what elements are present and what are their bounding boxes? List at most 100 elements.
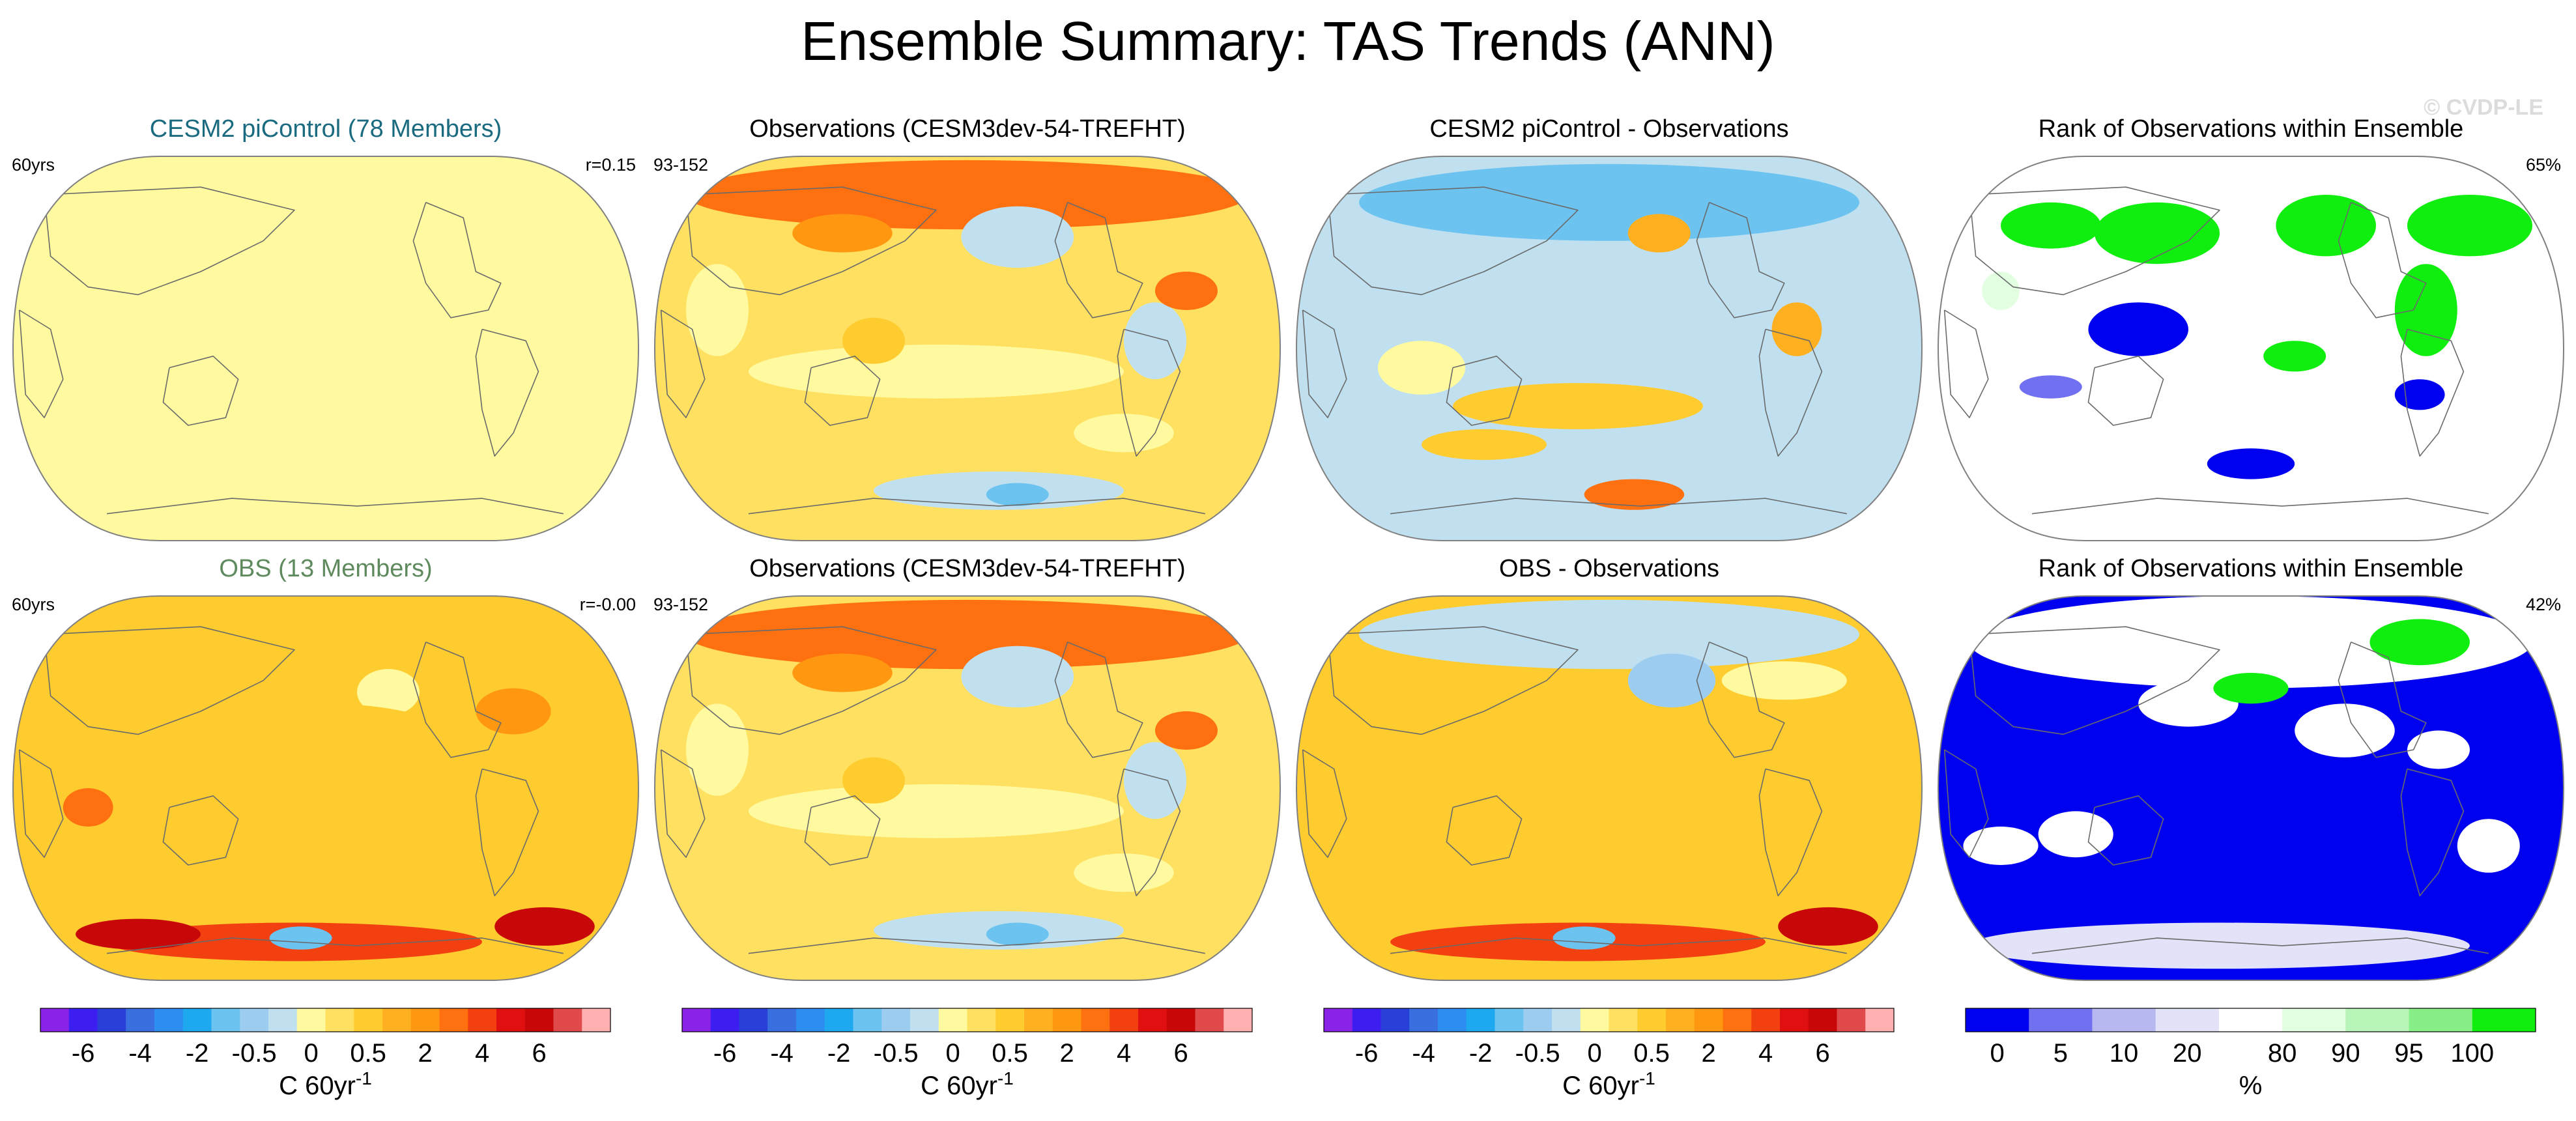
map-anomaly-region	[1627, 214, 1691, 253]
map-anomaly-region	[986, 483, 1049, 506]
map-border	[12, 595, 640, 981]
panel-period-label: 60yrs	[12, 595, 55, 614]
map-anomaly-region	[1124, 302, 1186, 380]
colorbar-tick-label: -6	[72, 1039, 95, 1068]
map-anomaly-region	[2407, 730, 2470, 769]
colorbar-tick-label: 2	[1060, 1039, 1074, 1068]
coastline	[1758, 768, 1823, 896]
colorbar-swatch	[2409, 1008, 2473, 1032]
map-anomaly-region	[2138, 680, 2239, 727]
coastline	[685, 186, 937, 296]
map-anomaly-region	[842, 317, 905, 364]
map-field	[13, 156, 638, 541]
map-anomaly-region	[2394, 379, 2445, 410]
panel-stat-label: 65%	[2526, 155, 2561, 175]
map-field	[1296, 156, 1922, 541]
map-anomaly-region	[1359, 163, 1859, 241]
colorbar-units: C 60yr-1	[1562, 1068, 1655, 1101]
coastline	[106, 498, 564, 515]
coastline	[1302, 749, 1347, 858]
map-anomaly-region	[961, 206, 1074, 268]
map-field	[1938, 156, 2564, 541]
map-anomaly-region	[357, 669, 420, 715]
map-anomaly-region	[1778, 907, 1878, 946]
map-anomaly-region	[1334, 248, 1409, 295]
map-anomaly-region	[1963, 827, 2039, 865]
colorbar-swatch	[1580, 1008, 1609, 1032]
colorbar-tick-label: -2	[827, 1039, 851, 1068]
map-field	[1296, 596, 1922, 980]
colorbar-tick-label: 2	[418, 1039, 433, 1068]
map-anomaly-region	[1721, 661, 1847, 700]
map-anomaly-region	[1155, 272, 1218, 310]
colorbar-swatch	[496, 1008, 526, 1032]
colorbar-swatch	[1024, 1008, 1053, 1032]
coastline	[1327, 186, 1579, 296]
map-anomaly-region	[269, 926, 332, 950]
colorbar-swatch	[1052, 1008, 1081, 1032]
map-anomaly-region	[842, 757, 905, 804]
map-anomaly-region	[1074, 414, 1174, 453]
colorbar-swatch	[967, 1008, 996, 1032]
map-anomaly-region	[2019, 375, 2082, 399]
coastline	[18, 749, 64, 858]
colorbar-swatch	[211, 1008, 240, 1032]
panel-stat-label: r=0.15	[586, 155, 636, 175]
colorbar-swatch	[68, 1008, 98, 1032]
colorbar-tick-label: 0	[946, 1039, 960, 1068]
map-anomaly-region	[2369, 619, 2470, 666]
map-border	[1295, 156, 1923, 541]
colorbar-tick-label: -0.5	[874, 1039, 919, 1068]
colorbar-swatch	[1751, 1008, 1781, 1032]
colorbar-tick-label: 100	[2450, 1039, 2494, 1068]
colorbar-tick-label: -2	[186, 1039, 209, 1068]
colorbar-swatch	[1723, 1008, 1752, 1032]
coastline	[18, 309, 64, 418]
colorbar-tick-label: 4	[1758, 1039, 1773, 1068]
coastline	[2087, 356, 2164, 426]
coastline	[2400, 328, 2465, 457]
coastline	[2400, 768, 2465, 896]
map-anomaly-region	[463, 248, 564, 279]
panel-period-label: 60yrs	[12, 155, 55, 175]
map-anomaly-region	[1982, 272, 2020, 310]
colorbar-tick-label: -2	[1469, 1039, 1493, 1068]
colorbar-swatch	[1352, 1008, 1381, 1032]
colorbar-swatch	[524, 1008, 554, 1032]
colorbar-swatch	[1966, 1008, 2029, 1032]
panel-stat-label: r=-0.00	[580, 595, 636, 614]
coastline	[1446, 356, 1523, 426]
colorbar-swatch	[1552, 1008, 1581, 1032]
colorbar-tick-label: -4	[128, 1039, 152, 1068]
map-anomaly-region	[326, 175, 451, 214]
map-panel-r2c3: OBS - Observations	[1295, 555, 1923, 981]
map-anomaly-region	[1124, 742, 1186, 819]
map-anomaly-region	[2213, 673, 2289, 704]
colorbar-trend: -6 -4 -2 -0.5 0 0.5 2 4 6 C 60yr-1	[1323, 1008, 1895, 1101]
colorbar-frame	[1965, 1008, 2536, 1032]
map-anomaly-region	[494, 907, 595, 946]
watermark: © CVDP-LE	[2424, 95, 2543, 120]
map-panel-r2c1: OBS (13 Members) 60yrs r=-0.00	[12, 555, 640, 981]
map-border	[653, 156, 1281, 541]
colorbar-swatch	[154, 1008, 184, 1032]
map-border	[1937, 156, 2565, 541]
colorbar-tick-label: 0.5	[350, 1039, 386, 1068]
coastline	[1302, 309, 1347, 418]
colorbar-tick-label: 0	[304, 1039, 319, 1068]
panel-period-label: 93-152	[653, 155, 708, 175]
colorbar-trend: -6 -4 -2 -0.5 0 0.5 2 4 6 C 60yr-1	[681, 1008, 1253, 1100]
coastline	[1446, 795, 1523, 866]
map-border	[12, 156, 640, 541]
panel-title: CESM2 piControl - Observations	[1429, 115, 1788, 143]
map-field	[655, 596, 1280, 980]
colorbar-swatch	[910, 1008, 939, 1032]
panel-title: CESM2 piControl (78 Members)	[150, 115, 502, 143]
coastline	[1327, 626, 1579, 735]
colorbar-swatch	[1694, 1008, 1723, 1032]
map-anomaly-region	[138, 703, 513, 873]
map-anomaly-region	[557, 456, 620, 495]
map-field	[655, 156, 1280, 541]
panel-stat-label: 42%	[2526, 595, 2561, 614]
